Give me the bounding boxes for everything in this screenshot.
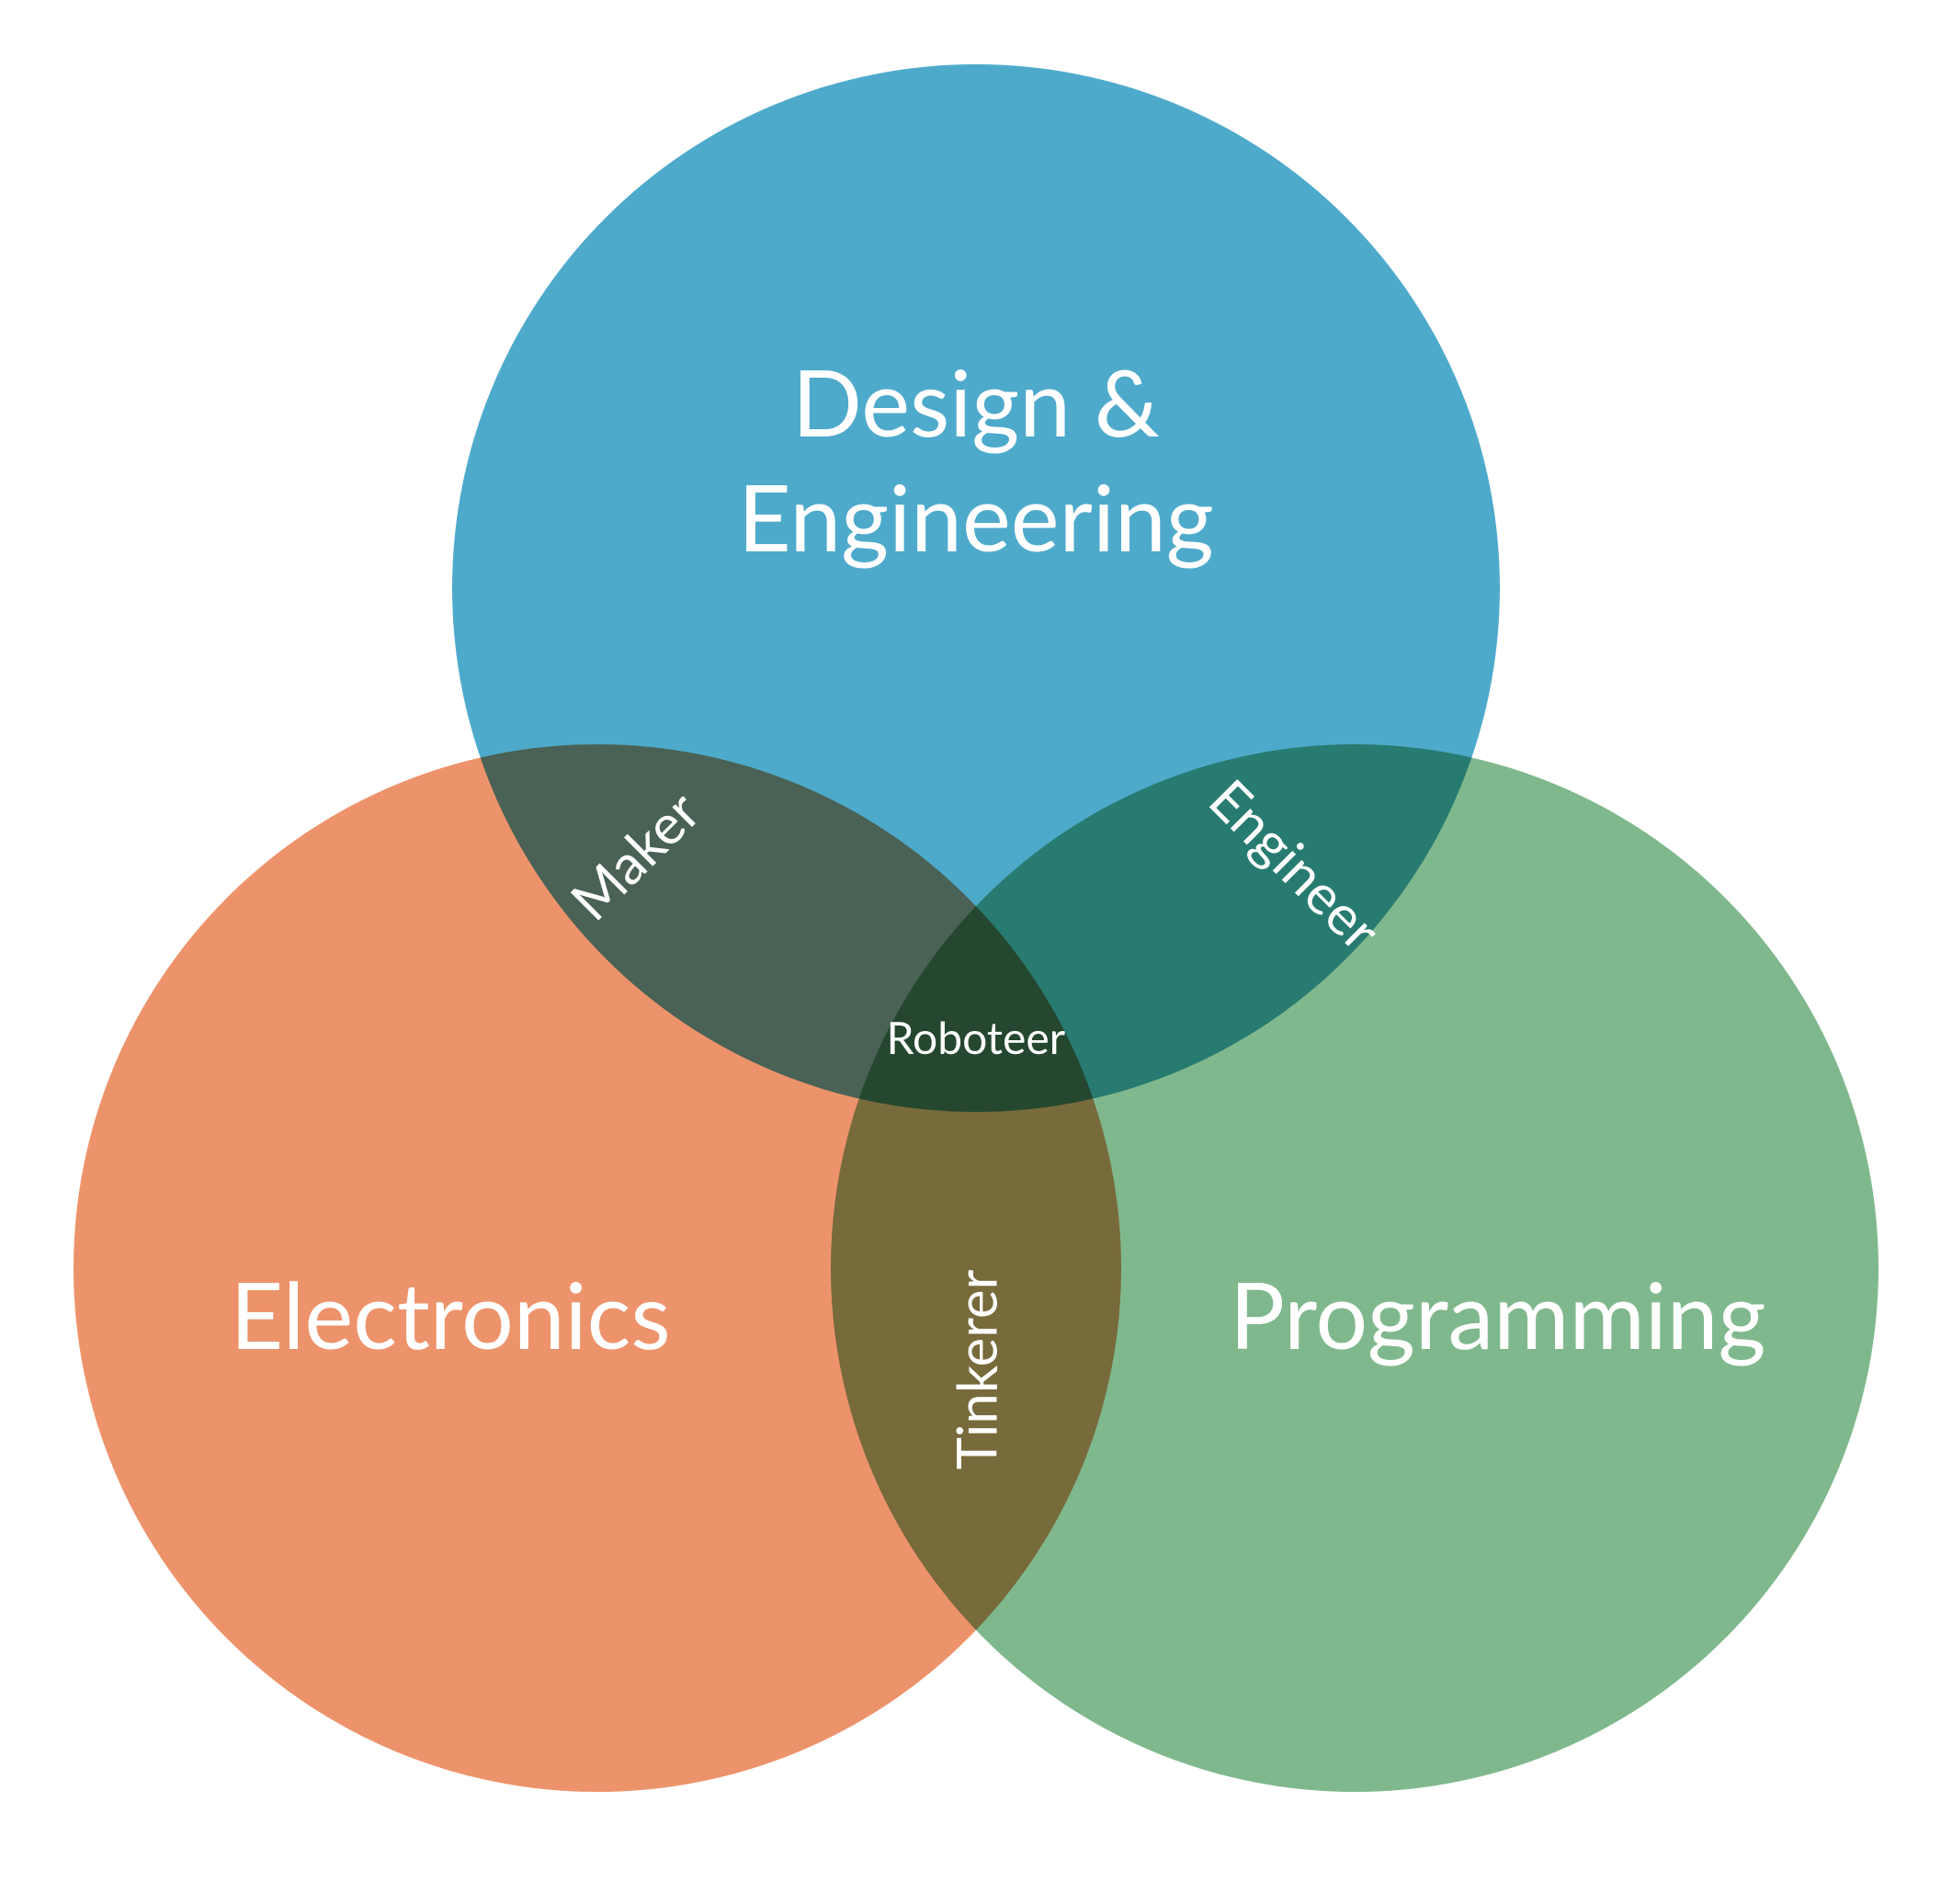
- venn-label-design-engineering: Design & Engineering: [738, 345, 1214, 574]
- venn-diagram: Design & Engineering Electronics Program…: [0, 0, 1952, 1904]
- venn-label-programming: Programming: [1230, 1257, 1766, 1372]
- venn-center-roboteer: Roboteer: [887, 1011, 1066, 1066]
- venn-label-electronics: Electronics: [231, 1257, 671, 1372]
- venn-overlap-tinkerer: Tinkerer: [941, 1269, 1010, 1469]
